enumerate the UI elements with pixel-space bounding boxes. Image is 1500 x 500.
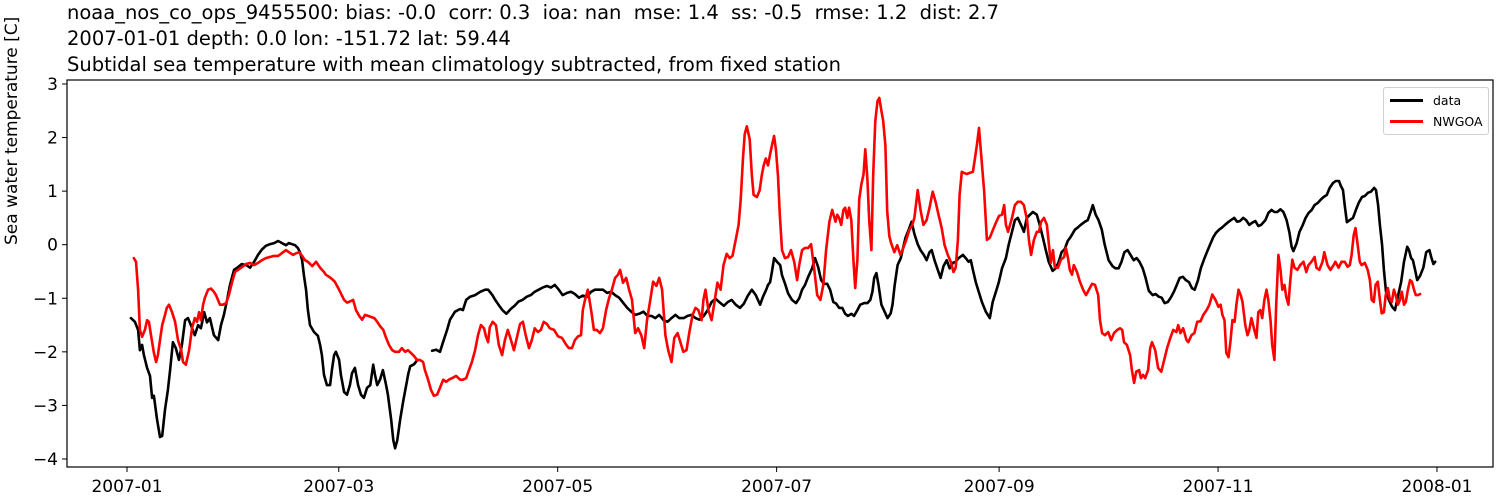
- legend-swatch-data: [1390, 98, 1423, 102]
- legend-swatch-nwgoa: [1390, 119, 1423, 123]
- y-tick-label: 2: [47, 129, 58, 149]
- y-axis-label: Sea water temperature [C]: [2, 16, 22, 245]
- x-tick-label: 2007-01: [91, 477, 162, 497]
- y-tick-label: −4: [33, 450, 58, 470]
- series-line-nwgoa: [132, 96, 1422, 398]
- legend-label-nwgoa: NWGOA: [1433, 113, 1483, 129]
- series-line-data: [430, 179, 1437, 354]
- y-tick-label: 3: [47, 75, 58, 95]
- y-tick-label: 0: [47, 236, 58, 256]
- chart-title-station-info: 2007-01-01 depth: 0.0 lon: -151.72 lat: …: [67, 27, 511, 50]
- x-tick-label: 2008-01: [1401, 477, 1472, 497]
- legend-item-data: data: [1390, 91, 1461, 109]
- chart-title-metrics: noaa_nos_co_ops_9455500: bias: -0.0 corr…: [67, 1, 1000, 24]
- x-tick-label: 2007-07: [741, 477, 812, 497]
- series-line-data: [129, 239, 419, 450]
- legend: data NWGOA: [1383, 87, 1489, 135]
- x-tick-label: 2007-05: [522, 477, 593, 497]
- chart-title-description: Subtidal sea temperature with mean clima…: [67, 53, 841, 76]
- x-tick-label: 2007-11: [1183, 477, 1254, 497]
- x-tick-label: 2007-09: [964, 477, 1035, 497]
- y-tick-label: 1: [47, 182, 58, 202]
- y-tick-label: −3: [33, 396, 58, 416]
- x-tick-label: 2007-03: [303, 477, 374, 497]
- axes: 2007-01 2007-03 2007-05 2007-07 2007-09 2007-…: [33, 75, 1494, 497]
- y-tick-label: −1: [33, 289, 58, 309]
- series-layer: [129, 96, 1437, 450]
- legend-label-data: data: [1433, 92, 1462, 108]
- legend-item-nwgoa: NWGOA: [1390, 112, 1483, 130]
- y-tick-label: −2: [33, 343, 58, 363]
